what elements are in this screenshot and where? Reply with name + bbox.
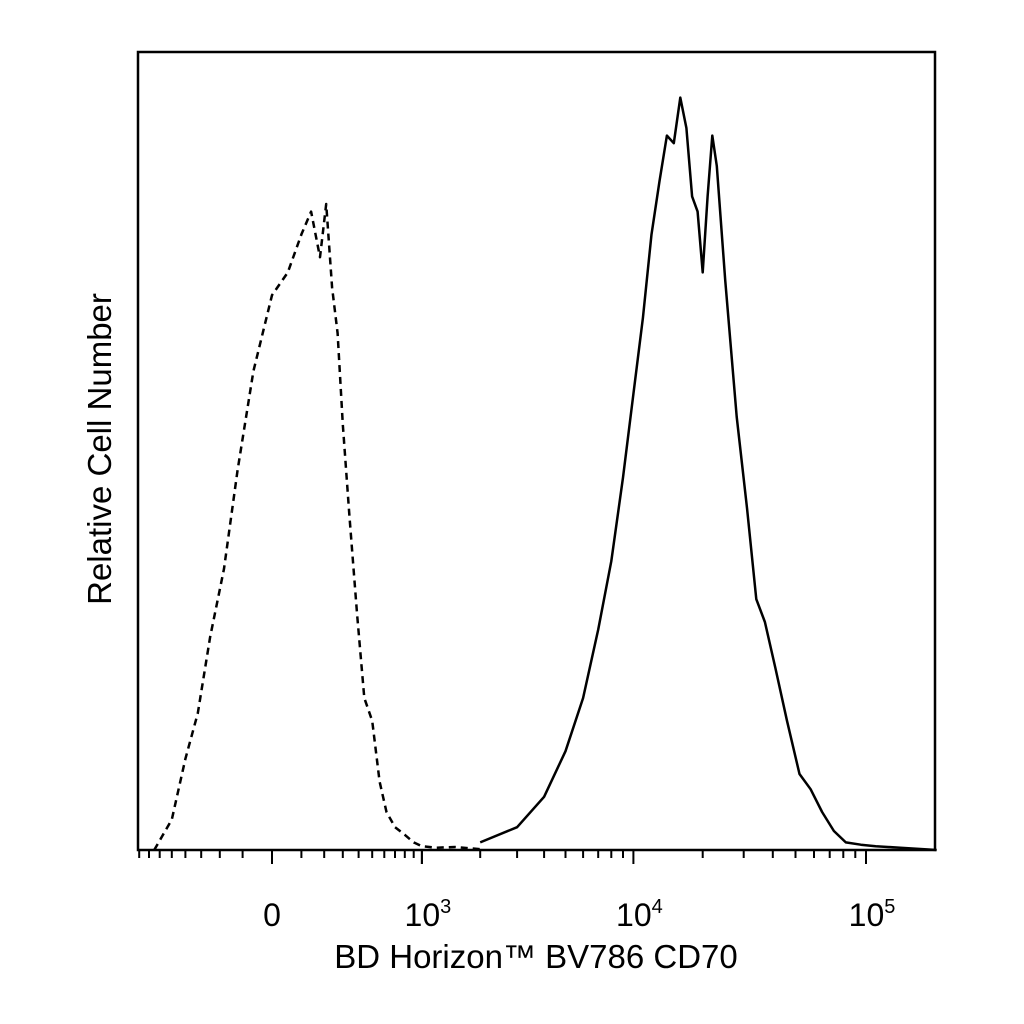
x-tick-label: 104 <box>616 896 663 933</box>
x-axis-title: BD Horizon™ BV786 CD70 <box>334 938 738 975</box>
stained-histogram-line <box>479 96 937 852</box>
x-tick-label-base: 10 <box>849 897 885 933</box>
control-histogram-line <box>153 202 481 851</box>
x-minor-ticks <box>138 850 867 864</box>
x-tick-label-base: 10 <box>616 897 652 933</box>
x-tick-label: 103 <box>405 896 452 933</box>
x-tick-label-base: 0 <box>263 897 281 933</box>
x-tick-labels: 0 103 104 105 <box>263 896 895 933</box>
x-tick-label-exponent: 4 <box>652 896 663 918</box>
x-tick-label: 105 <box>849 896 896 933</box>
x-tick-label-exponent: 5 <box>884 896 895 918</box>
x-tick-label-base: 10 <box>405 897 441 933</box>
x-tick-label: 0 <box>263 897 281 933</box>
x-tick-label-exponent: 3 <box>440 896 451 918</box>
plot-frame <box>136 50 937 852</box>
y-axis-title: Relative Cell Number <box>81 293 118 605</box>
series-layer <box>153 96 937 852</box>
